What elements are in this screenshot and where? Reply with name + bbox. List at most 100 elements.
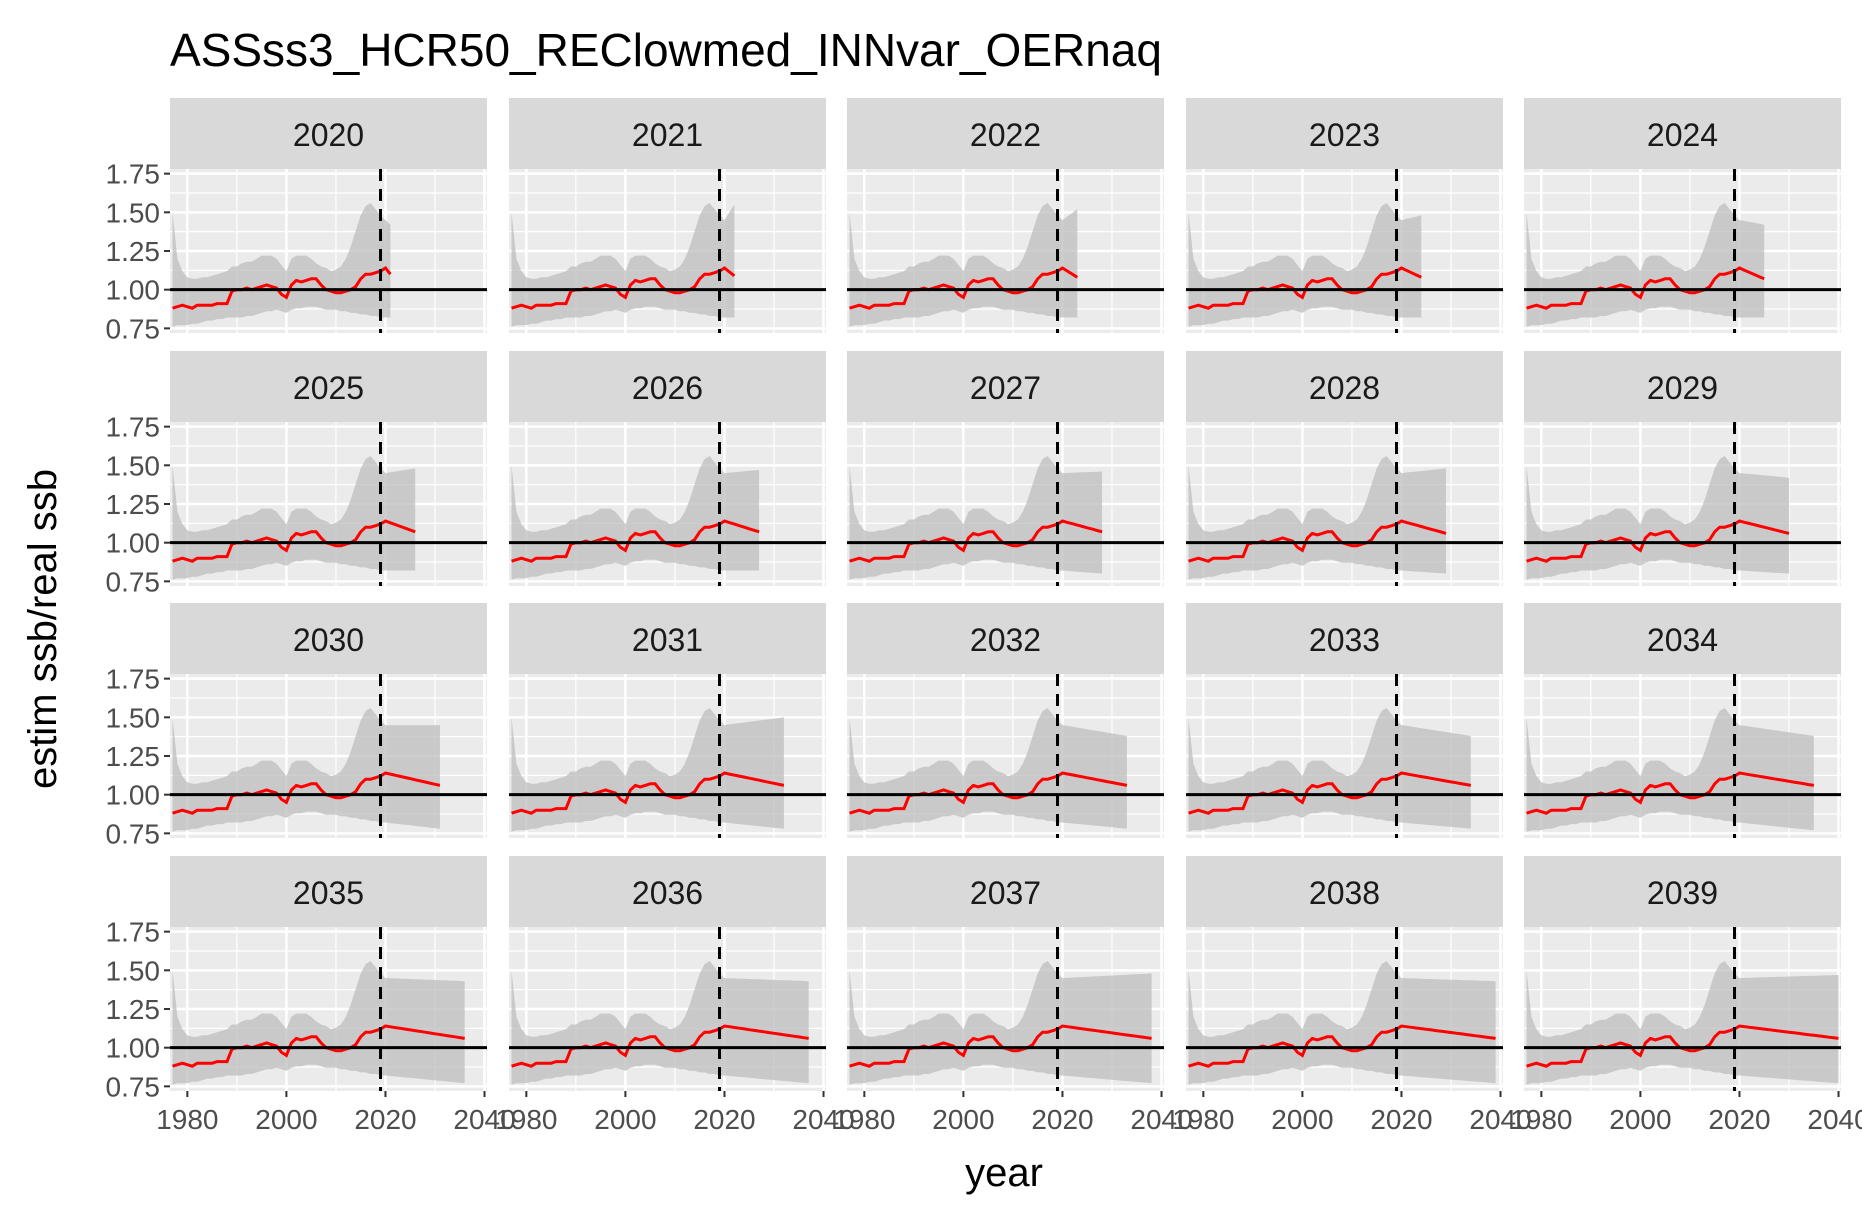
x-tick-label: 1980: [1510, 1104, 1572, 1135]
facet-strip: [1186, 351, 1503, 422]
facet-panel: 2039 1980 2000 2020 2040: [1510, 856, 1862, 1135]
facet-strip-label: 2029: [1647, 370, 1718, 406]
facet-strip-label: 2021: [632, 117, 703, 153]
facet-strip-label: 2033: [1309, 622, 1380, 658]
y-tick-label: 1.50: [106, 450, 161, 481]
facet-strip-label: 2035: [293, 875, 364, 911]
facet-panel: 2035 0.75 1.00 1.25 1.50 1.75 1980 2000 2020 2040: [106, 856, 516, 1135]
x-tick-label: 2000: [594, 1104, 656, 1135]
y-tick-label: 1.00: [106, 780, 161, 811]
facet-strip: [170, 351, 487, 422]
facet-panel: 2029: [1524, 351, 1841, 586]
median-line: [849, 266, 1079, 310]
median-line: [172, 519, 416, 563]
y-tick-label: 1.00: [106, 275, 161, 306]
median-line: [1188, 519, 1447, 563]
facet-panel: 2028: [1186, 351, 1503, 586]
x-tick-label: 2040: [792, 1104, 854, 1135]
x-tick-label: 2000: [1271, 1104, 1333, 1135]
facet-strip-label: 2024: [1647, 117, 1718, 153]
confidence-ribbon: [849, 961, 1152, 1085]
facet-strip-label: 2032: [970, 622, 1041, 658]
y-tick-label: 1.75: [106, 917, 161, 948]
facet-strip: [1186, 603, 1503, 674]
facet-strip: [1186, 856, 1503, 927]
facet-strip-label: 2030: [293, 622, 364, 658]
facet-panel: 2022: [847, 98, 1164, 333]
facet-strip: [1524, 603, 1841, 674]
facet-strip-label: 2020: [293, 117, 364, 153]
facet-strip-label: 2038: [1309, 875, 1380, 911]
facet-strip: [847, 603, 1164, 674]
confidence-ribbon: [511, 961, 809, 1085]
chart-title: ASSss3_HCR50_REClowmed_INNvar_OERnaq: [170, 24, 1162, 76]
facet-panels: 2020 0.75 1.00 1.25 1.50 1.75 2021 2022 2023 2024…: [106, 98, 1862, 1135]
confidence-ribbon: [511, 456, 760, 580]
y-tick-label: 1.75: [106, 412, 161, 443]
y-tick-label: 1.50: [106, 197, 161, 228]
confidence-ribbon: [511, 203, 735, 327]
confidence-ribbon: [172, 456, 416, 580]
confidence-ribbon: [1526, 708, 1814, 832]
x-tick-label: 2040: [1807, 1104, 1862, 1135]
x-axis-label: year: [965, 1151, 1043, 1195]
facet-panel: 2034: [1524, 603, 1841, 838]
median-line: [1526, 266, 1765, 310]
facet-strip-label: 2039: [1647, 875, 1718, 911]
median-line: [849, 771, 1128, 815]
confidence-ribbon: [1526, 456, 1789, 580]
facet-panel: 2032: [847, 603, 1164, 838]
facet-strip-label: 2031: [632, 622, 703, 658]
y-tick-label: 1.75: [106, 664, 161, 695]
y-tick-label: 1.25: [106, 489, 161, 520]
facet-strip: [1186, 98, 1503, 169]
median-line: [511, 771, 785, 815]
facet-strip-label: 2025: [293, 370, 364, 406]
median-line: [172, 1024, 465, 1068]
facet-panel: 2020 0.75 1.00 1.25 1.50 1.75: [106, 98, 487, 344]
facet-strip: [170, 856, 487, 927]
median-line: [511, 1024, 809, 1068]
facet-strip: [1524, 98, 1841, 169]
confidence-ribbon: [172, 708, 440, 832]
facet-strip: [509, 603, 826, 674]
facet-panel: 2021: [509, 98, 826, 333]
median-line: [849, 1024, 1152, 1068]
facet-panel: 2024: [1524, 98, 1841, 333]
facet-strip: [847, 98, 1164, 169]
facet-strip: [170, 603, 487, 674]
confidence-ribbon: [1188, 961, 1496, 1085]
x-tick-label: 1980: [156, 1104, 218, 1135]
y-tick-label: 0.75: [106, 818, 161, 849]
x-tick-label: 2000: [932, 1104, 994, 1135]
x-tick-label: 2000: [1609, 1104, 1671, 1135]
x-tick-label: 2020: [1031, 1104, 1093, 1135]
median-line: [172, 266, 392, 310]
x-tick-label: 1980: [495, 1104, 557, 1135]
facet-strip: [847, 351, 1164, 422]
x-tick-label: 2020: [693, 1104, 755, 1135]
facet-strip: [509, 351, 826, 422]
y-tick-label: 0.75: [106, 313, 161, 344]
confidence-ribbon: [849, 456, 1103, 580]
x-tick-label: 2020: [1370, 1104, 1432, 1135]
facet-strip: [1524, 856, 1841, 927]
y-tick-label: 1.25: [106, 741, 161, 772]
median-line: [849, 519, 1103, 563]
x-tick-label: 1980: [833, 1104, 895, 1135]
y-tick-label: 1.75: [106, 159, 161, 190]
facet-strip: [509, 856, 826, 927]
y-tick-label: 0.75: [106, 1071, 161, 1102]
facet-panel: 2037 1980 2000 2020 2040: [833, 856, 1193, 1135]
median-line: [511, 266, 736, 310]
y-tick-label: 0.75: [106, 566, 161, 597]
median-line: [511, 519, 760, 563]
facet-panel: 2023: [1186, 98, 1503, 333]
facet-strip-label: 2023: [1309, 117, 1380, 153]
confidence-ribbon: [172, 203, 391, 327]
facet-panel: 2027: [847, 351, 1164, 586]
facet-strip-label: 2037: [970, 875, 1041, 911]
x-tick-label: 2040: [453, 1104, 515, 1135]
facet-panel: 2026: [509, 351, 826, 586]
